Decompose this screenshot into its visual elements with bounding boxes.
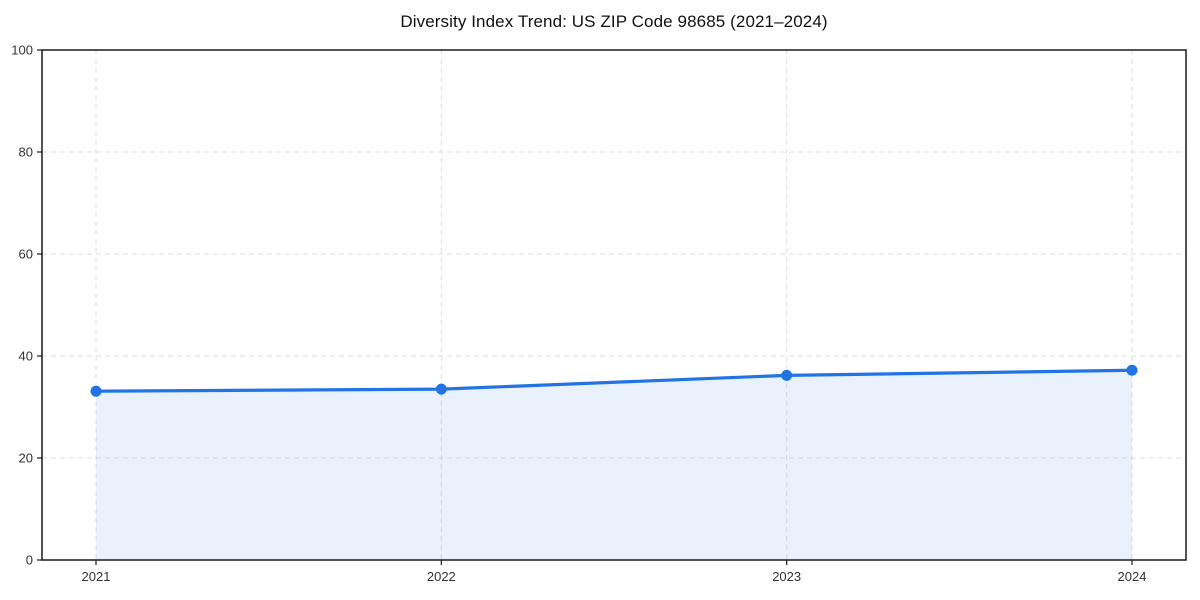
area-fill: [96, 370, 1132, 560]
chart-title: Diversity Index Trend: US ZIP Code 98685…: [400, 12, 828, 31]
axes-frame: [41, 49, 1187, 561]
data-point: [781, 369, 793, 381]
data-point: [1126, 364, 1138, 376]
y-tick-label: 20: [19, 451, 33, 466]
y-tick-label: 100: [11, 43, 33, 58]
y-tick-label: 80: [19, 145, 33, 160]
trend-line: [94, 368, 1134, 393]
data-point: [90, 385, 102, 397]
y-tick-label: 40: [19, 349, 33, 364]
x-tick-label: 2021: [82, 569, 111, 584]
x-tick-label: 2023: [772, 569, 801, 584]
data-point: [435, 383, 447, 395]
x-tick-label: 2024: [1118, 569, 1147, 584]
y-tick-label: 0: [26, 553, 33, 568]
x-tick-label: 2022: [427, 569, 456, 584]
y-tick-label: 60: [19, 247, 33, 262]
